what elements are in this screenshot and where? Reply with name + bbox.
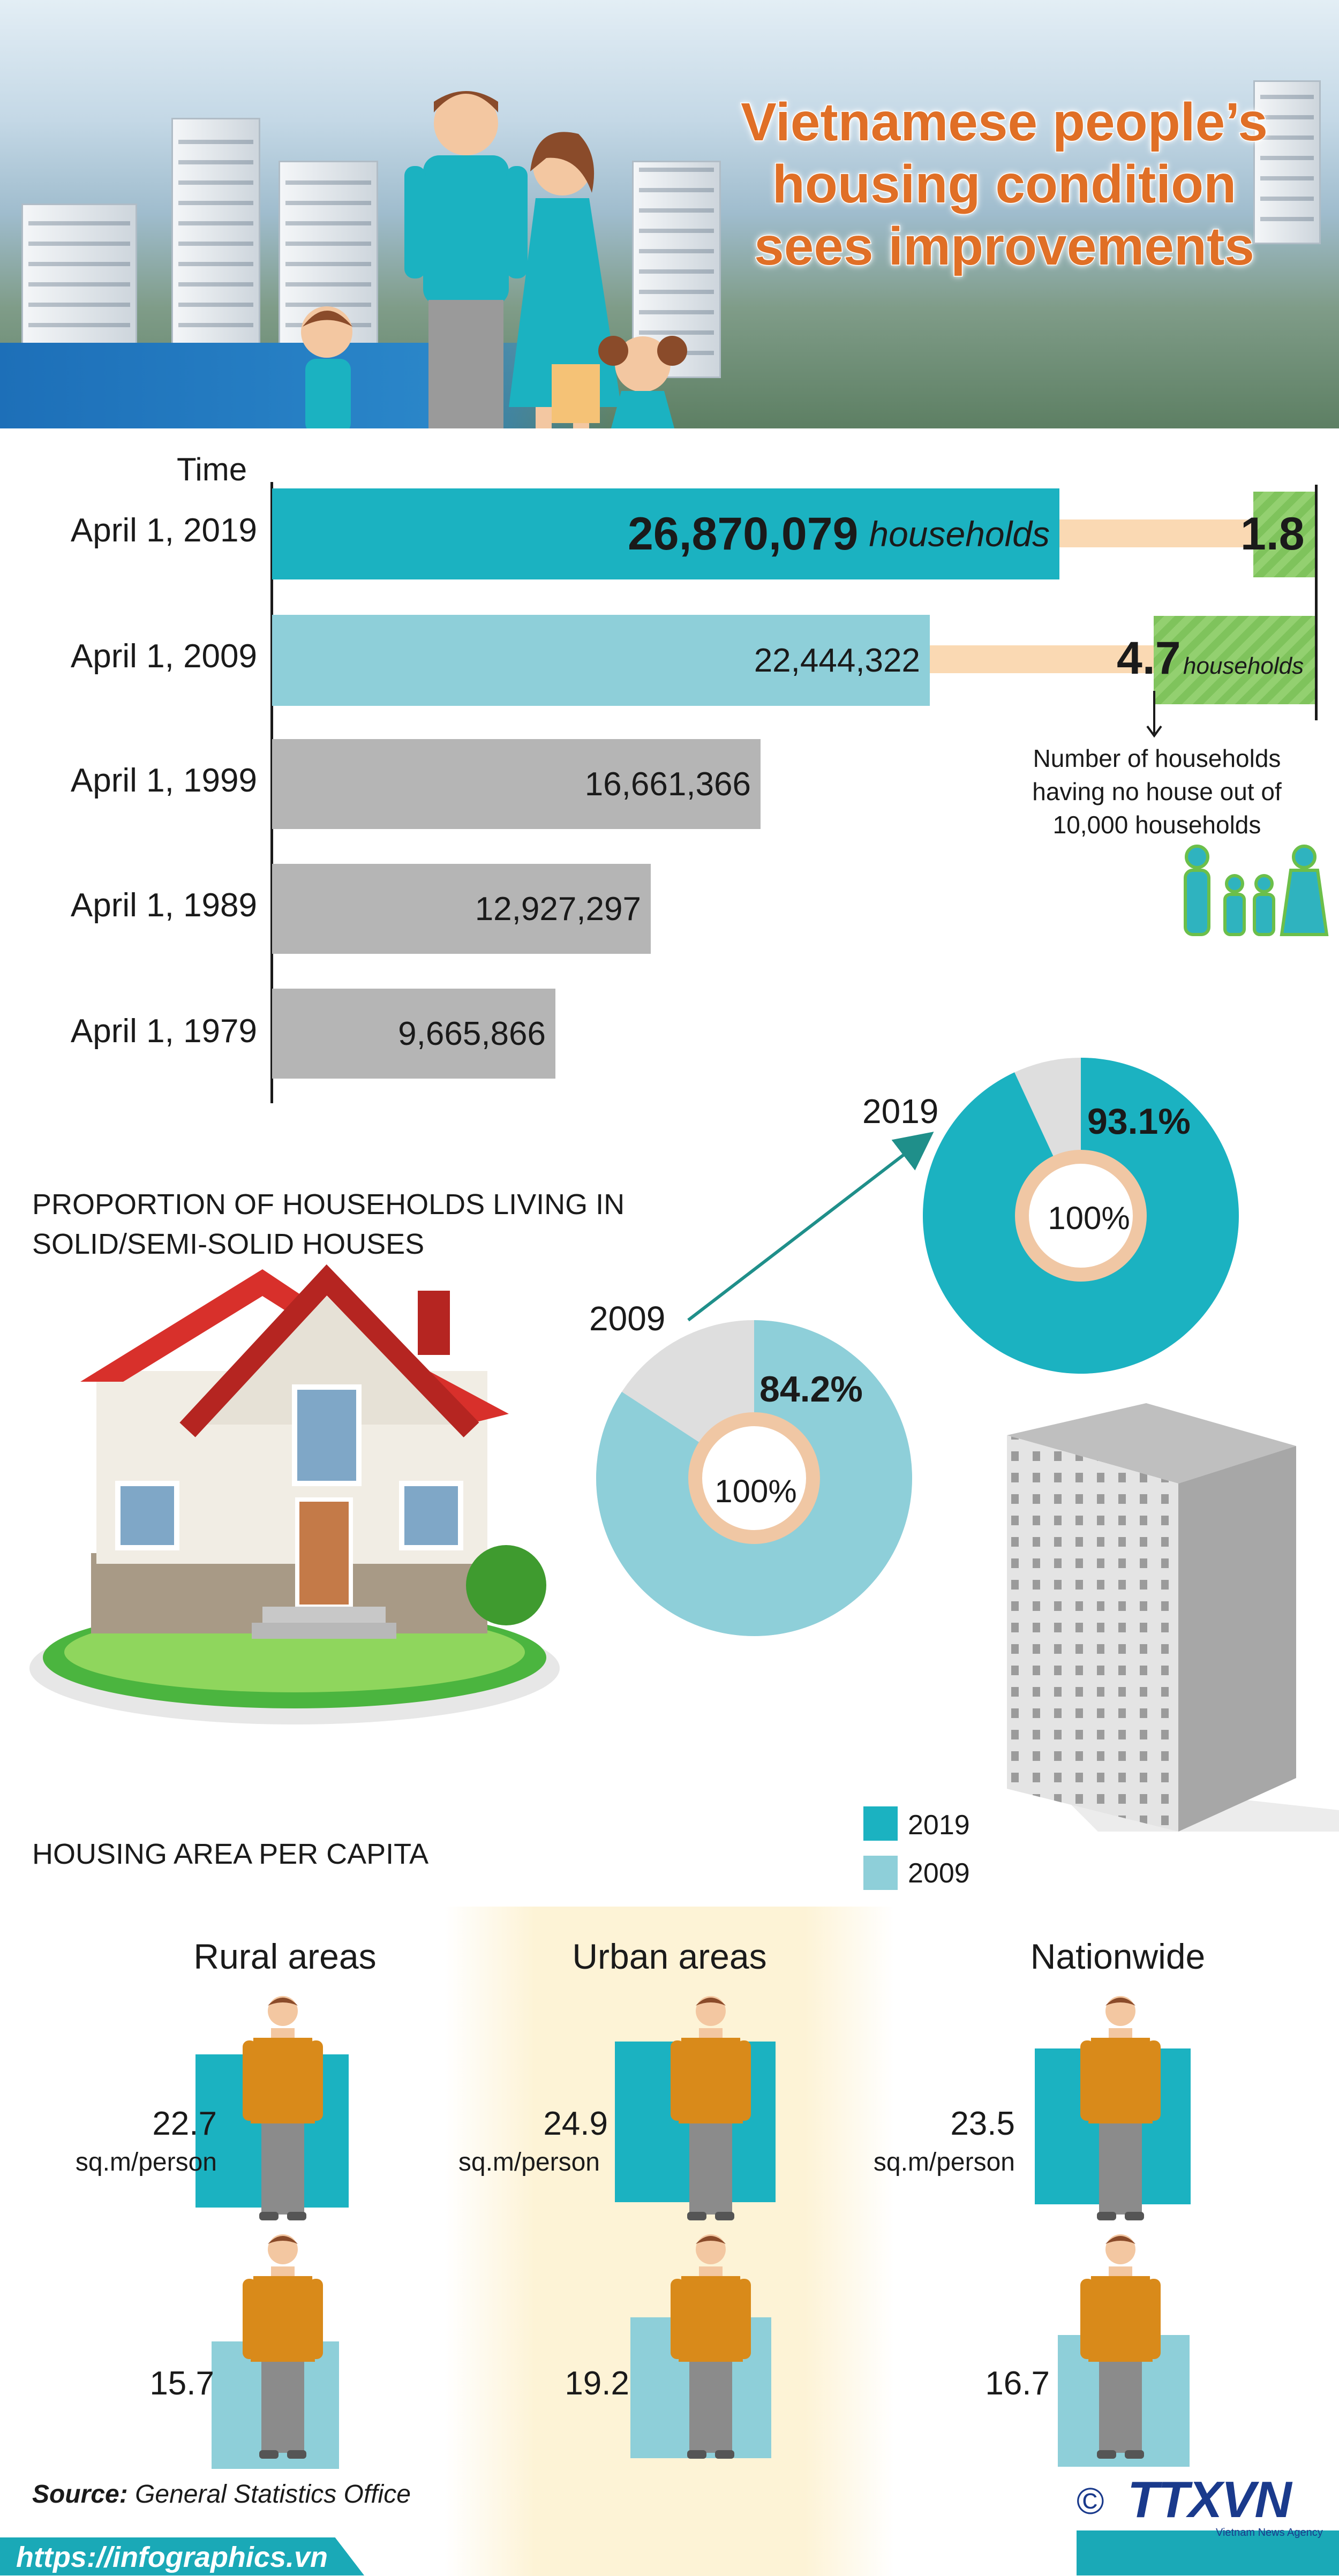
pie-year-label-2019: 2019 bbox=[862, 1092, 939, 1131]
bar-1989: 12,927,297 bbox=[272, 864, 651, 954]
ttxvn-logo: TTXVN bbox=[1127, 2471, 1292, 2528]
family-icon bbox=[1184, 845, 1329, 936]
value-rural-2019: 22.7 bbox=[152, 2105, 217, 2142]
timeline-row-label: April 1, 1989 bbox=[70, 887, 257, 924]
bar-value-1999: 16,661,366 bbox=[584, 765, 751, 803]
footer-link-bg bbox=[0, 2537, 364, 2575]
no-house-unit: households bbox=[1183, 653, 1304, 679]
unit-nationwide: sq.m/person bbox=[873, 2148, 1015, 2176]
bar-1979: 9,665,866 bbox=[272, 989, 555, 1079]
unit-urban: sq.m/person bbox=[458, 2148, 600, 2176]
arrow-down-icon bbox=[1146, 691, 1162, 738]
proportion-pie-charts bbox=[596, 1058, 1239, 1636]
section-title-line: SOLID/SEMI-SOLID HOUSES bbox=[32, 1228, 425, 1260]
no-house-value-2009: 4.7 bbox=[1117, 632, 1181, 684]
page-title: Vietnamese people’s housing condition se… bbox=[696, 91, 1312, 277]
pie-year-label-2009: 2009 bbox=[589, 1299, 666, 1338]
bar-value-2009: 22,444,322 bbox=[754, 642, 920, 679]
no-house-bar-2019 bbox=[1253, 492, 1315, 577]
source-label: Source: bbox=[32, 2480, 128, 2509]
no-house-note: Number of households having no house out… bbox=[975, 742, 1339, 841]
bar-1999: 16,661,366 bbox=[272, 739, 761, 829]
timeline-row-label: April 1, 1999 bbox=[70, 762, 257, 799]
family-illustration bbox=[301, 91, 687, 428]
bar-value-unit: households bbox=[869, 514, 1050, 554]
title-line: housing condition bbox=[771, 154, 1237, 215]
ttxvn-subtitle: Vietnam News Agency bbox=[1216, 2527, 1323, 2539]
note-line: Number of households bbox=[1033, 744, 1281, 772]
source-text: General Statistics Office bbox=[135, 2480, 411, 2509]
pie-pct-2019: 93.1% bbox=[1087, 1101, 1191, 1142]
pie-center-ring bbox=[1015, 1150, 1147, 1282]
pie-2019 bbox=[923, 1058, 1239, 1374]
timeline-row-label: April 1, 2019 bbox=[70, 512, 257, 549]
timeline-axis-line bbox=[270, 482, 273, 1103]
bar-value-1979: 9,665,866 bbox=[398, 1015, 546, 1052]
copyright-icon: © bbox=[1077, 2480, 1104, 2522]
timeline-axis-title: Time bbox=[177, 451, 247, 487]
area-title-rural: Rural areas bbox=[193, 1937, 377, 1976]
area-title-nationwide: Nationwide bbox=[1030, 1937, 1206, 1976]
connector-2009 bbox=[930, 645, 1154, 673]
unit-rural: sq.m/person bbox=[75, 2148, 217, 2176]
urban-highlight bbox=[445, 1907, 894, 2576]
no-house-value-2019: 1.8 bbox=[1240, 508, 1305, 560]
building-decoration bbox=[1253, 80, 1321, 244]
no-house-bar-2009 bbox=[1154, 616, 1315, 704]
pie-2009 bbox=[596, 1320, 912, 1636]
proportion-title: PROPORTION OF HOUSEHOLDS LIVING IN SOLID… bbox=[32, 1185, 625, 1264]
bar-value-1989: 12,927,297 bbox=[475, 890, 641, 928]
infographics-link[interactable]: https://infographics.vn bbox=[16, 2541, 328, 2573]
bar-2009: 22,444,322 bbox=[272, 615, 930, 706]
timeline-row-label: April 1, 2009 bbox=[70, 638, 257, 675]
value-nationwide-2009: 16.7 bbox=[985, 2365, 1050, 2402]
area-title-urban: Urban areas bbox=[572, 1937, 767, 1976]
connector-2019 bbox=[1059, 519, 1253, 547]
legend-swatch-2019 bbox=[863, 1806, 898, 1841]
pie-center-ring bbox=[688, 1412, 820, 1544]
note-line: 10,000 households bbox=[1052, 811, 1261, 839]
legend-label-2009: 2009 bbox=[908, 1858, 970, 1889]
no-house-axis-line bbox=[1315, 485, 1318, 720]
value-rural-2009: 15.7 bbox=[149, 2365, 214, 2402]
no-house-label-2009: 4.7 households bbox=[1117, 632, 1304, 685]
value-urban-2009: 19.2 bbox=[565, 2365, 629, 2402]
legend-label-2019: 2019 bbox=[908, 1810, 970, 1841]
title-line: sees improvements bbox=[754, 216, 1255, 277]
value-urban-2019: 24.9 bbox=[543, 2105, 608, 2142]
source-note: Source: General Statistics Office bbox=[32, 2480, 411, 2509]
value-nationwide-2019: 23.5 bbox=[950, 2105, 1015, 2142]
timeline-row-label: April 1, 1979 bbox=[70, 1013, 257, 1050]
section-title-line: PROPORTION OF HOUSEHOLDS LIVING IN bbox=[32, 1188, 625, 1221]
house-illustration bbox=[29, 1264, 560, 1724]
per-capita-title: HOUSING AREA PER CAPITA bbox=[32, 1838, 429, 1870]
growth-arrow bbox=[687, 1132, 934, 1322]
legend-swatch-2009 bbox=[863, 1856, 898, 1890]
pie-pct-2009: 84.2% bbox=[759, 1369, 863, 1410]
bar-value-2019: 26,870,079 households bbox=[628, 488, 1050, 579]
footer-teal-strip bbox=[1077, 2530, 1339, 2575]
title-line: Vietnamese people’s bbox=[740, 92, 1269, 153]
pie-center-2019: 100% bbox=[1048, 1200, 1130, 1236]
bar-value-number: 26,870,079 bbox=[627, 508, 859, 560]
pie-center-2009: 100% bbox=[714, 1473, 797, 1509]
note-line: having no house out of bbox=[1032, 778, 1282, 805]
bar-2019: 26,870,079 households bbox=[272, 488, 1059, 579]
header-banner: Vietnamese people’s housing condition se… bbox=[0, 0, 1339, 428]
person-figures bbox=[243, 1996, 1161, 2459]
tower-illustration bbox=[1007, 1403, 1339, 1832]
